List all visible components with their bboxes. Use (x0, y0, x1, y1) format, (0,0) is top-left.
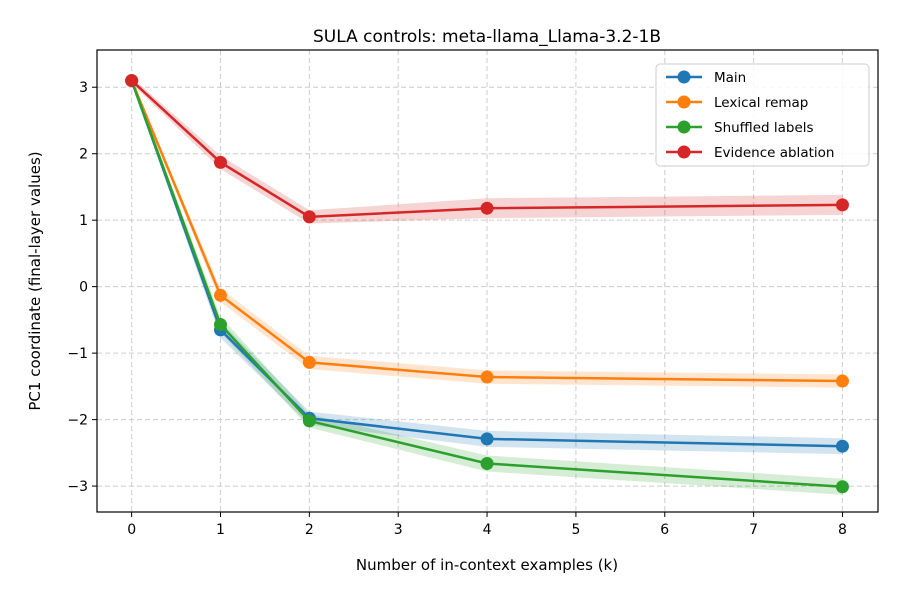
y-tick-label: 0 (79, 280, 88, 296)
x-axis-label: Number of in-context examples (k) (356, 556, 618, 574)
shuffled-labels-point (835, 480, 849, 494)
y-tick-label: 1 (79, 213, 88, 229)
y-tick-label: −2 (67, 413, 88, 429)
legend-evidence-ablation-label: Evidence ablation (714, 145, 834, 161)
ticks: 0 1 2 3 4 5 6 7 8 −3 −2 −1 0 1 2 3 (67, 80, 847, 538)
evidence-ablation-point (302, 210, 316, 224)
lexical-remap-point (480, 370, 494, 384)
main-point (480, 432, 494, 446)
x-tick-label: 6 (660, 522, 669, 538)
y-tick-label: 3 (79, 80, 88, 96)
lexical-remap-point (302, 355, 316, 369)
legend-box (655, 63, 870, 167)
x-tick-label: 5 (571, 522, 580, 538)
shuffled-labels-point (302, 414, 316, 428)
shuffled-labels-point (480, 456, 494, 470)
evidence-ablation-point (480, 201, 494, 215)
y-tick-label: −1 (67, 346, 88, 362)
legend-shuffled-labels-marker (677, 120, 691, 134)
evidence-ablation-point (214, 155, 228, 169)
x-tick-label: 1 (216, 522, 225, 538)
y-tick-label: −3 (67, 479, 88, 495)
legend-main-label: Main (714, 70, 746, 86)
evidence-ablation-point (125, 74, 139, 88)
legend: Main Lexical remap Shuffled labels Evidence… (655, 63, 870, 167)
shuffled-labels-point (214, 318, 228, 332)
main-point (835, 439, 849, 453)
x-tick-label: 8 (838, 522, 847, 538)
legend-main-marker (677, 70, 691, 84)
legend-lexical-remap-marker (677, 95, 691, 109)
x-tick-label: 7 (749, 522, 758, 538)
legend-shuffled-labels-label: Shuffled labels (714, 120, 814, 136)
x-tick-label: 0 (127, 522, 136, 538)
chart-title: SULA controls: meta-llama_Llama-3.2-1B (313, 27, 661, 47)
x-tick-label: 4 (483, 522, 492, 538)
legend-evidence-ablation-marker (677, 145, 691, 159)
evidence-ablation-point (835, 198, 849, 212)
error-bands (131, 77, 843, 495)
x-tick-label: 3 (394, 522, 403, 538)
series-lines (125, 74, 849, 494)
lexical-remap-point (214, 288, 228, 302)
lexical-remap-point (835, 374, 849, 388)
x-tick-label: 2 (305, 522, 314, 538)
legend-lexical-remap-label: Lexical remap (714, 95, 808, 111)
evidence-ablation-band (131, 77, 843, 224)
y-axis-label: PC1 coordinate (final-layer values) (26, 151, 44, 410)
y-tick-label: 2 (79, 147, 88, 163)
